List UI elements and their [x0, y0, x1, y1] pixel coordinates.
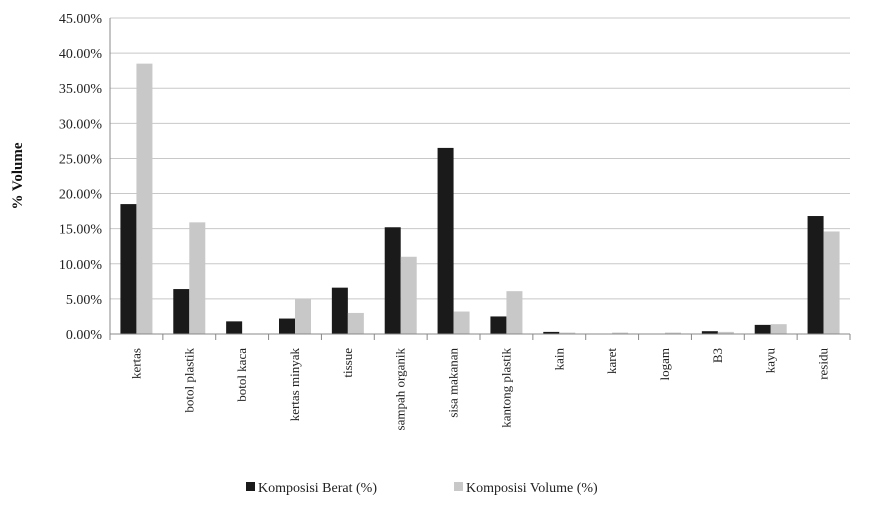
bar-volume	[295, 298, 311, 334]
bar-volume	[453, 311, 470, 334]
legend-label: Komposisi Berat (%)	[258, 481, 377, 496]
y-tick-label: 0.00%	[66, 328, 103, 343]
x-tick-label: kertas	[128, 348, 143, 379]
bar-volume	[559, 332, 576, 334]
bar-berat	[701, 331, 718, 334]
bar-berat	[331, 287, 348, 334]
bar-volume	[770, 324, 787, 334]
bar-volume	[717, 331, 734, 334]
gridlines	[110, 17, 850, 300]
x-tick-label: B3	[710, 348, 725, 363]
x-tick-label: botol kaca	[234, 348, 249, 402]
x-tick-label: kertas minyak	[287, 348, 302, 422]
y-tick-label: 40.00%	[59, 47, 103, 62]
bar-berat	[490, 316, 507, 334]
legend: Komposisi Berat (%) Komposisi Volume (%)	[246, 481, 598, 496]
y-tick-label: 20.00%	[59, 188, 103, 203]
y-axis-label: % Volume	[10, 142, 26, 209]
bar-berat	[173, 289, 190, 334]
x-tick-label: residu	[816, 348, 831, 380]
x-tick-label: kayu	[763, 348, 778, 374]
bar-berat	[807, 216, 824, 334]
bar-volume	[400, 256, 417, 334]
y-tick-label: 35.00%	[59, 82, 103, 97]
bar-berat	[437, 147, 454, 334]
bar-volume	[189, 222, 206, 334]
bar-volume	[612, 332, 629, 334]
bar-volume	[347, 312, 364, 334]
y-axis-ticks: 0.00% 5.00% 10.00% 15.00% 20.00% 25.00% 30.00%…	[59, 12, 103, 343]
x-tick-label: kantong plastik	[498, 348, 513, 428]
y-tick-label: 15.00%	[59, 223, 103, 238]
x-tick-label: sampah organik	[393, 348, 408, 431]
bar-volume	[823, 231, 840, 334]
x-tick-label: botol plastik	[181, 348, 196, 413]
legend-swatch	[454, 482, 463, 491]
x-axis-ticks: kertas botol plastik botol kaca kertas miny…	[128, 347, 830, 430]
legend-label: Komposisi Volume (%)	[466, 481, 598, 496]
axes	[109, 18, 851, 340]
bar-volume	[506, 291, 523, 334]
bar-berat	[226, 321, 243, 334]
x-tick-label: karet	[604, 348, 619, 374]
y-tick-label: 30.00%	[59, 117, 103, 132]
y-tick-label: 25.00%	[59, 152, 103, 167]
y-tick-label: 10.00%	[59, 258, 103, 273]
bar-berat	[120, 204, 137, 334]
x-tick-label: logam	[657, 348, 672, 381]
bar-berat	[754, 324, 771, 334]
x-tick-label: sisa makanan	[446, 347, 461, 417]
bar-volume	[665, 332, 681, 334]
bar-berat	[279, 318, 295, 334]
legend-swatch	[246, 482, 255, 491]
y-tick-label: 45.00%	[59, 12, 103, 27]
bar-volume	[136, 63, 153, 335]
bar-berat	[384, 227, 401, 334]
x-tick-label: kain	[551, 348, 566, 371]
bars	[120, 63, 840, 335]
bar-berat	[543, 331, 560, 334]
y-tick-label: 5.00%	[66, 293, 103, 308]
x-tick-label: tissue	[340, 348, 355, 378]
